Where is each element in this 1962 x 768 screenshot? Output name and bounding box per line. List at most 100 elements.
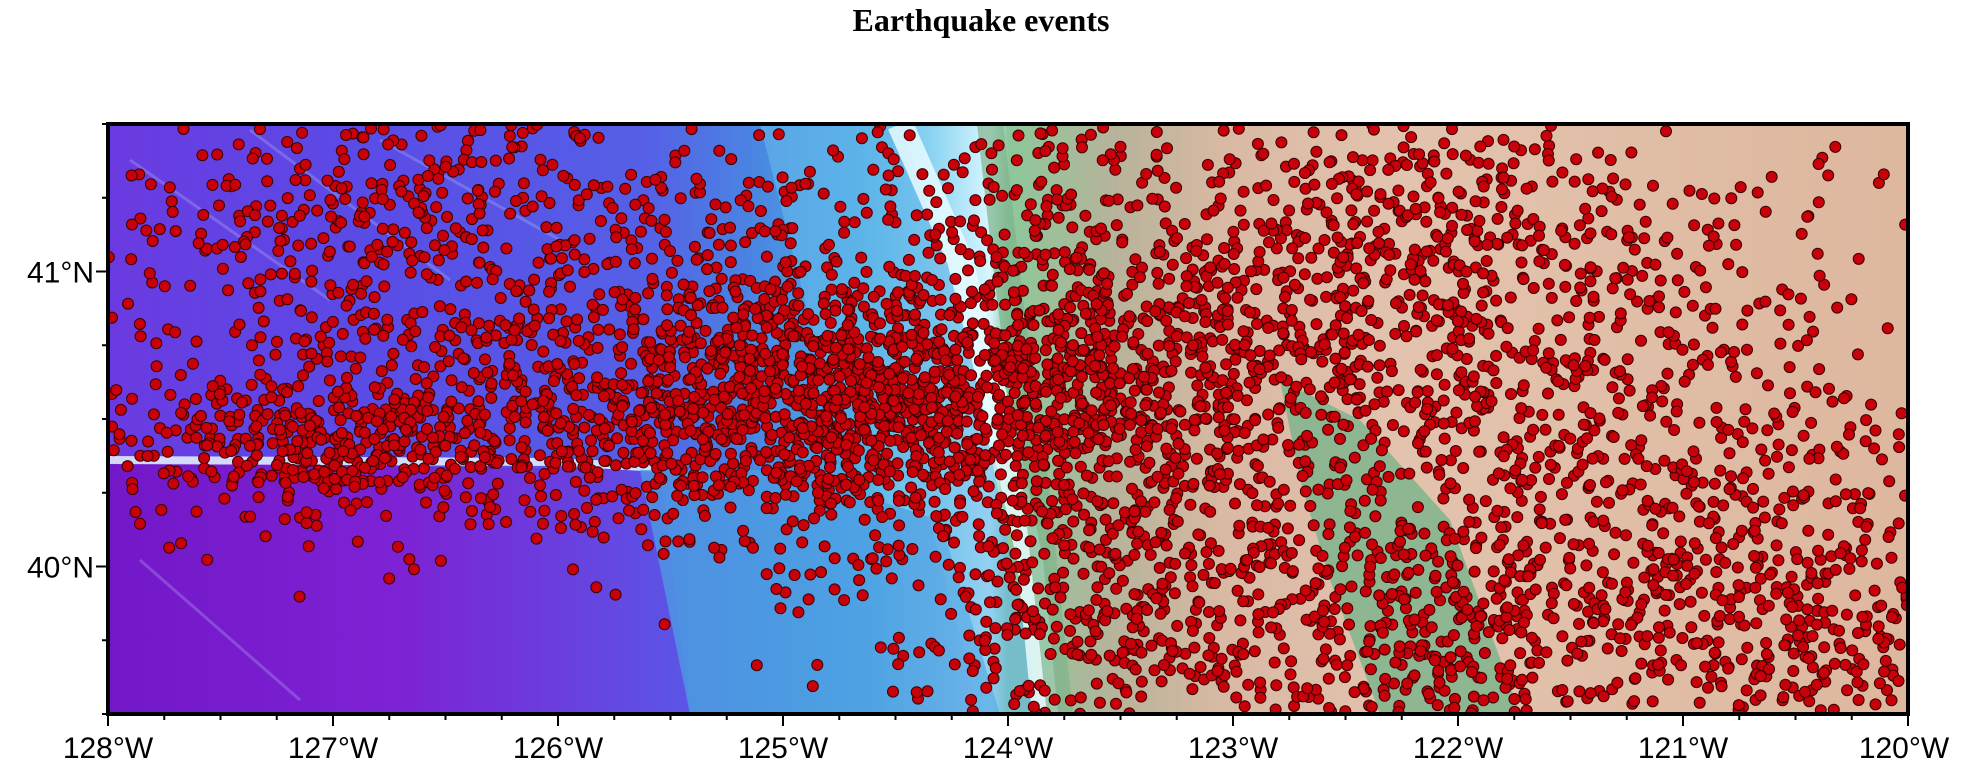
earthquake-point [537,345,550,358]
earthquake-point [1052,454,1065,467]
earthquake-point [1285,547,1298,559]
earthquake-point [1658,454,1671,467]
earthquake-point [300,517,313,530]
earthquake-point [489,154,502,167]
earthquake-point [385,410,398,423]
earthquake-point [1408,243,1421,256]
earthquake-point [1252,588,1265,601]
earthquake-point [1491,212,1504,225]
earthquake-point [788,569,801,581]
earthquake-point [586,445,599,458]
earthquake-point [1308,178,1321,191]
earthquake-point [1338,541,1351,554]
earthquake-point [969,194,982,207]
earthquake-point [1598,353,1611,366]
earthquake-point [1539,541,1552,554]
earthquake-point [860,206,873,219]
earthquake-point [1091,495,1104,508]
earthquake-point [729,285,742,298]
earthquake-point [721,408,734,421]
earthquake-point [1693,416,1706,429]
earthquake-point [1527,423,1540,436]
earthquake-point [1151,266,1164,279]
earthquake-point [481,366,494,379]
earthquake-point [1222,318,1234,331]
earthquake-point [1786,485,1799,498]
earthquake-point [962,264,974,277]
earthquake-point [305,237,318,250]
earthquake-point [976,410,989,423]
earthquake-point [388,439,401,452]
earthquake-point [1708,477,1721,490]
earthquake-point [1091,330,1104,343]
earthquake-point [1725,470,1737,483]
earthquake-point [910,352,923,365]
earthquake-point [585,434,597,447]
earthquake-point [625,243,638,256]
earthquake-point [1532,322,1545,335]
earthquake-point [1515,626,1528,639]
earthquake-point [561,264,574,277]
earthquake-point [359,332,372,345]
earthquake-point [250,449,263,462]
earthquake-point [833,370,846,383]
earthquake-point [1757,495,1770,508]
earthquake-point [1508,140,1521,153]
earthquake-point [1644,409,1657,422]
earthquake-point [1112,677,1125,690]
earthquake-point [1409,586,1422,599]
earthquake-point [949,272,962,285]
earthquake-point [554,417,567,430]
earthquake-point [1124,396,1137,409]
earthquake-point [1128,548,1141,561]
earthquake-point [1303,383,1316,396]
earthquake-point [1016,429,1029,442]
earthquake-point [635,523,648,536]
earthquake-point [1307,519,1320,532]
earthquake-point [683,325,696,338]
earthquake-point [840,438,853,451]
earthquake-point [538,468,551,480]
earthquake-point [462,477,475,490]
earthquake-point [503,357,516,370]
earthquake-point [993,388,1005,401]
earthquake-point [526,398,539,411]
earthquake-point [244,510,257,523]
earthquake-point [1135,646,1148,659]
earthquake-point [1414,363,1427,376]
earthquake-point [858,423,871,436]
earthquake-point [437,501,450,514]
earthquake-point [1717,499,1730,512]
earthquake-point [1183,297,1195,310]
earthquake-point [884,200,897,213]
earthquake-point [778,408,791,421]
earthquake-point [1203,479,1216,492]
earthquake-point [940,425,953,438]
earthquake-point [942,558,955,571]
earthquake-point [378,452,391,465]
earthquake-point [843,496,856,509]
earthquake-point [781,280,794,293]
earthquake-point [470,276,483,289]
earthquake-point [233,408,246,421]
earthquake-point [568,508,581,520]
earthquake-point [1039,344,1052,357]
earthquake-point [1299,455,1312,468]
earthquake-point [1500,340,1513,353]
earthquake-point [933,431,945,444]
earthquake-point [175,537,188,550]
earthquake-point [331,385,344,398]
earthquake-point [1163,503,1176,516]
earthquake-point [1286,242,1299,255]
earthquake-point [1183,667,1196,680]
earthquake-point [661,303,674,316]
earthquake-point [1695,586,1708,599]
earthquake-point [667,507,680,520]
earthquake-point [978,634,991,647]
earthquake-point [1638,571,1651,584]
earthquake-point [758,225,771,238]
earthquake-point [1606,381,1619,394]
earthquake-point [1153,245,1166,258]
earthquake-point [1373,460,1386,473]
earthquake-point [725,480,737,493]
